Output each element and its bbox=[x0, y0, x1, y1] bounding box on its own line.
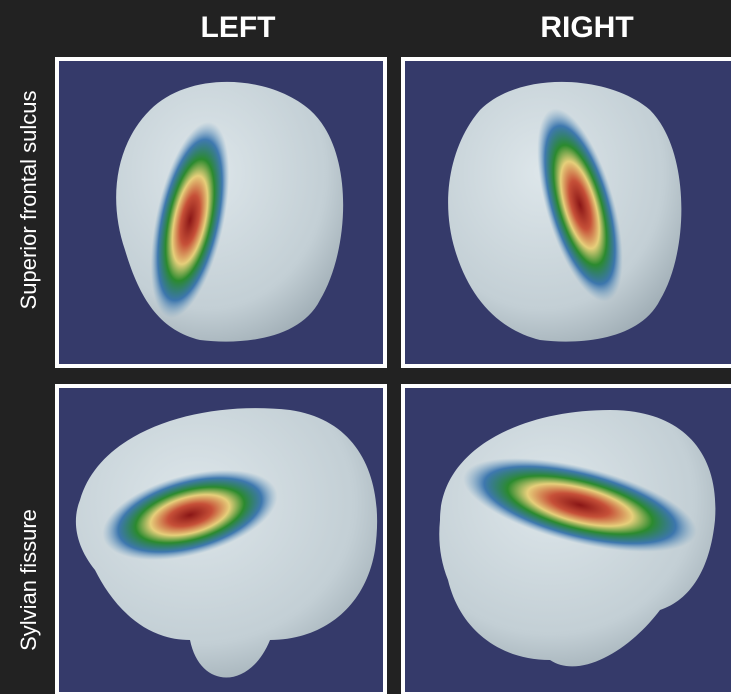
row-label: Sylvian fissure bbox=[16, 509, 41, 651]
column-header: LEFT bbox=[201, 11, 276, 44]
panel bbox=[55, 384, 387, 694]
panel bbox=[55, 57, 387, 368]
panel bbox=[401, 57, 731, 368]
row-label: Superior frontal sulcus bbox=[16, 91, 41, 310]
panel bbox=[401, 384, 731, 694]
column-header: RIGHT bbox=[540, 11, 633, 44]
